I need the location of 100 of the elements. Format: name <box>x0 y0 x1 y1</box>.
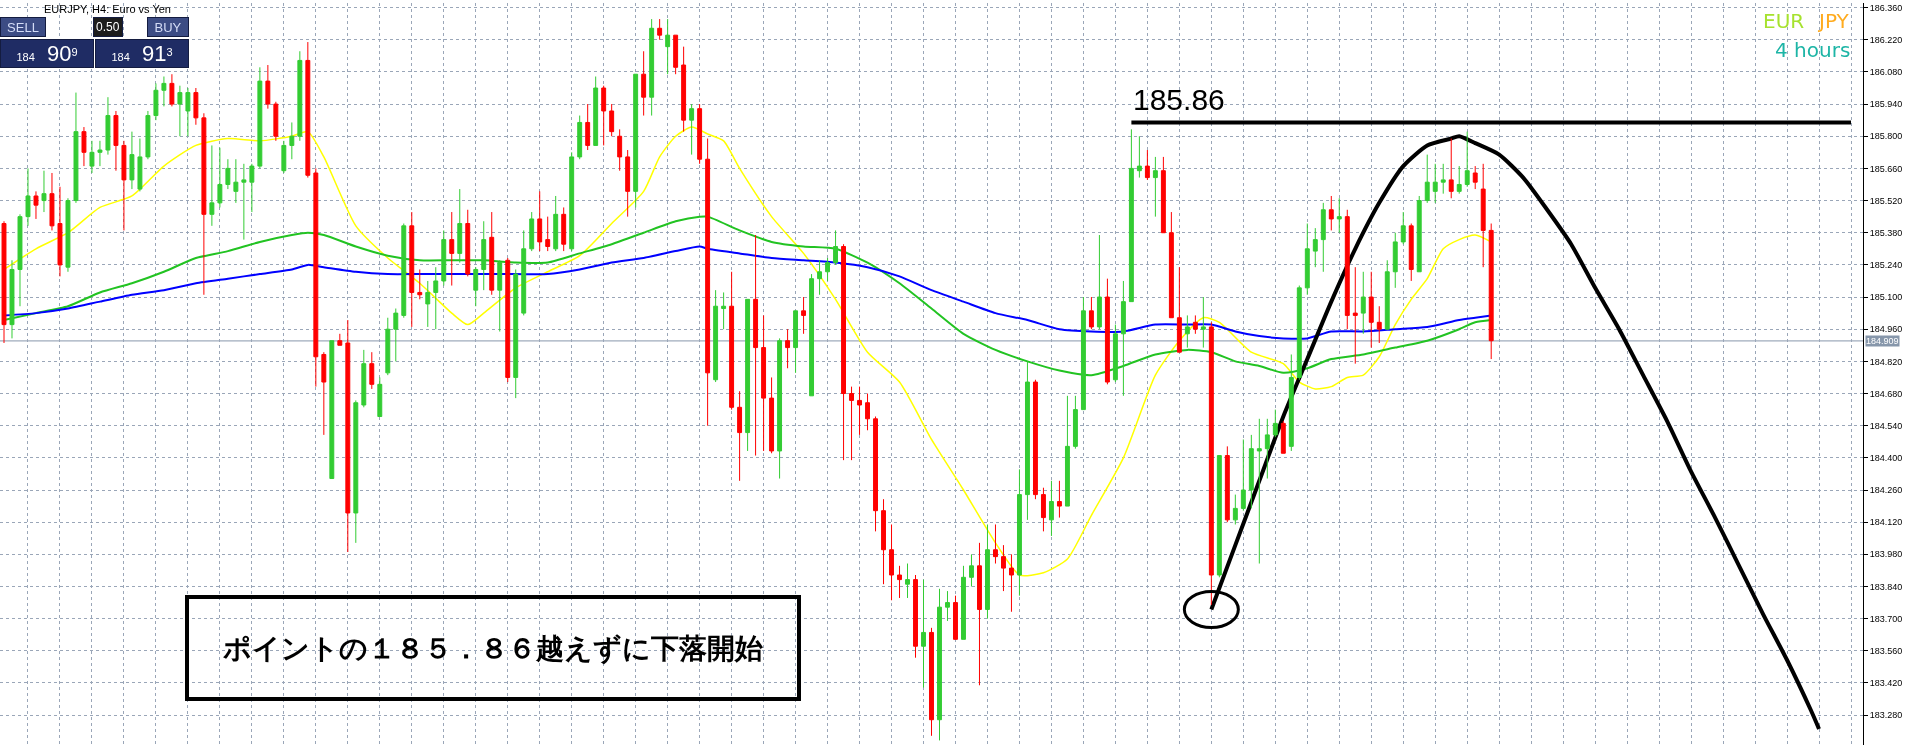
candlestick <box>1360 271 1366 335</box>
y-tick-label: 184.680 <box>1869 388 1903 399</box>
candlestick <box>777 337 783 480</box>
candlestick <box>1288 353 1294 452</box>
candlestick <box>1352 266 1358 365</box>
candlestick <box>425 280 431 328</box>
candlestick <box>1192 314 1198 335</box>
candlestick <box>745 298 751 452</box>
candlestick <box>921 579 926 689</box>
candlestick <box>233 158 239 204</box>
candlestick <box>1088 296 1094 330</box>
candlestick <box>977 542 982 686</box>
candlestick <box>33 190 39 220</box>
candlestick <box>225 158 231 190</box>
candlestick <box>1480 163 1486 268</box>
candlestick <box>569 151 575 252</box>
annotation: ポイントの１８５．８６越えずに下落開始 <box>223 631 763 665</box>
candlestick <box>937 588 942 741</box>
candlestick <box>809 273 815 397</box>
candlestick <box>265 64 271 110</box>
candlestick <box>1376 305 1382 344</box>
candlestick <box>193 87 199 126</box>
candlestick <box>801 296 807 335</box>
candlestick <box>1024 360 1030 521</box>
candlestick <box>609 103 615 137</box>
candlestick <box>897 565 902 599</box>
candlestick <box>1256 418 1262 565</box>
candlestick <box>201 112 207 296</box>
candlestick <box>153 82 159 121</box>
candlestick <box>753 234 759 457</box>
annotation: 184 91$^{3}$ <box>111 41 173 66</box>
candlestick <box>1280 420 1286 454</box>
candlestick <box>1064 395 1070 507</box>
candlestick <box>217 147 223 208</box>
candlestick <box>337 333 343 346</box>
candlestick <box>641 50 647 117</box>
annotation: 4 hours <box>1775 38 1851 62</box>
candlestick <box>377 376 383 417</box>
y-tick-label: 184.820 <box>1869 356 1903 367</box>
candlestick <box>537 190 543 252</box>
candlestick <box>553 195 559 252</box>
candlestick <box>497 259 503 332</box>
y-tick-label: 186.360 <box>1869 2 1903 13</box>
y-tick-label: 184.260 <box>1869 485 1903 496</box>
candlestick <box>681 46 687 133</box>
candlestick <box>825 257 831 282</box>
candlestick <box>25 167 31 227</box>
candlestick <box>321 351 327 436</box>
annotation: BUY <box>154 19 182 35</box>
candlestick <box>841 243 847 461</box>
y-tick-label: 185.520 <box>1869 195 1903 206</box>
candlestick <box>1216 455 1222 578</box>
candlestick <box>505 257 511 383</box>
candlestick <box>281 140 287 174</box>
candlestick <box>929 627 934 737</box>
annotation: 0.50 <box>96 20 120 34</box>
candlestick <box>785 328 791 369</box>
candlestick <box>1152 156 1158 218</box>
candlestick <box>121 140 127 231</box>
candlestick <box>1336 197 1342 234</box>
candlestick <box>1200 296 1206 349</box>
candlestick <box>1328 195 1334 231</box>
candlestick <box>409 211 415 328</box>
candlestick <box>1384 259 1390 330</box>
candlestick <box>1312 227 1318 268</box>
candlestick <box>689 103 695 156</box>
candlestick <box>713 289 719 383</box>
candlestick <box>577 115 583 160</box>
candlestick <box>177 85 183 137</box>
candlestick <box>417 268 423 300</box>
candlestick <box>297 50 303 142</box>
candlestick <box>761 314 767 452</box>
candlestick <box>345 319 351 553</box>
candlestick <box>857 386 862 436</box>
candlestick <box>1448 138 1454 199</box>
candlestick <box>985 523 990 620</box>
candlestick <box>1224 445 1230 523</box>
y-tick-label: 183.980 <box>1869 549 1903 560</box>
candlestick <box>249 163 255 213</box>
candlestick <box>137 138 143 192</box>
candlestick <box>65 197 71 273</box>
y-tick-label: 185.380 <box>1869 227 1903 238</box>
candlestick <box>769 376 775 454</box>
candlestick <box>457 188 463 264</box>
candlestick <box>729 271 735 411</box>
annotation: SELL <box>7 19 39 35</box>
candlestick <box>1048 480 1054 537</box>
candlestick <box>1016 468 1022 597</box>
candlestick <box>185 87 191 137</box>
candlestick <box>1408 223 1414 282</box>
candlestick <box>1144 149 1150 181</box>
candlestick <box>9 259 15 339</box>
candlestick <box>1400 211 1406 245</box>
ref-line-label: 184.909 <box>1866 336 1899 346</box>
y-tick-label: 183.560 <box>1869 645 1903 656</box>
candlestick <box>833 229 839 266</box>
candlestick <box>913 574 918 659</box>
candlestick <box>89 140 95 174</box>
y-tick-label: 183.700 <box>1869 613 1903 624</box>
candlestick <box>1368 271 1374 349</box>
